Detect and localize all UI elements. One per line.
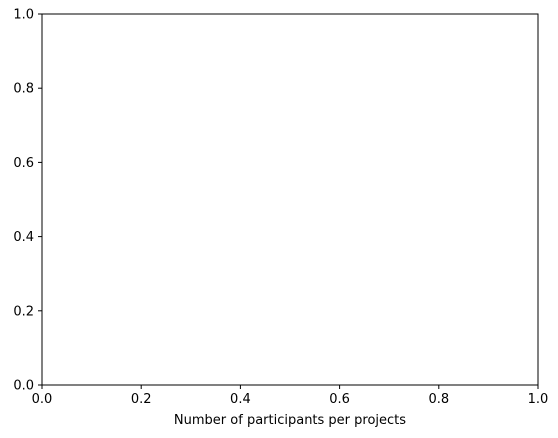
y-tick-label: 0.2 bbox=[13, 304, 34, 319]
y-tick-label: 0.8 bbox=[13, 82, 34, 97]
y-tick-label: 0.4 bbox=[13, 230, 34, 245]
x-tick-label: 0.0 bbox=[32, 392, 53, 407]
x-tick-label: 0.8 bbox=[428, 392, 449, 407]
y-tick-label: 1.0 bbox=[13, 8, 34, 23]
x-axis-ticks: 0.0 0.2 0.4 0.6 0.8 1.0 bbox=[32, 385, 549, 407]
x-tick-label: 0.2 bbox=[131, 392, 152, 407]
x-axis-label: Number of participants per projects bbox=[174, 413, 406, 428]
x-tick-label: 0.4 bbox=[230, 392, 251, 407]
y-axis-ticks: 0.0 0.2 0.4 0.6 0.8 1.0 bbox=[13, 8, 42, 394]
x-tick-label: 0.6 bbox=[329, 392, 350, 407]
y-tick-label: 0.0 bbox=[13, 379, 34, 394]
x-tick-label: 1.0 bbox=[528, 392, 549, 407]
y-tick-label: 0.6 bbox=[13, 156, 34, 171]
plot-area-frame bbox=[41, 13, 539, 386]
